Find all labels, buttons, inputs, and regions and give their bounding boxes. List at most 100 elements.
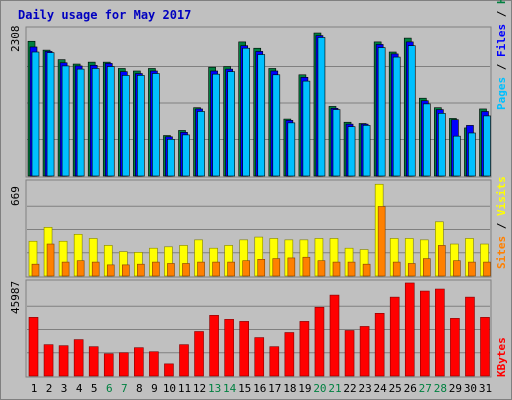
legend-pages-files-hits: Pages / Files / Hits: [495, 0, 508, 110]
bar-sites-day-26: [407, 263, 416, 277]
x-label-day-15: 15: [238, 382, 251, 395]
bar-sites-day-30: [468, 261, 476, 277]
bar-pages-day-13: [212, 73, 220, 177]
bar-pages-day-19: [302, 80, 311, 177]
x-label-day-29: 29: [449, 382, 462, 395]
bar-sites-day-12: [197, 261, 205, 277]
bar-sites-day-23: [362, 263, 371, 277]
x-label-day-27: 27: [419, 382, 432, 395]
bar-kbytes-day-1: [28, 317, 39, 377]
bar-sites-day-4: [76, 260, 85, 277]
x-label-day-3: 3: [61, 382, 68, 395]
x-label-day-9: 9: [151, 382, 158, 395]
legend-item-4: Hits: [495, 0, 508, 4]
y-max-label-top: 2308: [9, 26, 22, 53]
bar-pages-day-21: [332, 109, 341, 177]
x-label-day-22: 22: [343, 382, 356, 395]
bar-pages-day-2: [46, 52, 55, 177]
x-label-day-10: 10: [163, 382, 176, 395]
bar-pages-day-17: [272, 74, 281, 177]
legend-item-1: /: [495, 57, 508, 77]
legend-item-2: Visits: [495, 176, 508, 216]
x-label-day-2: 2: [46, 382, 53, 395]
bar-kbytes-day-16: [254, 337, 265, 377]
bar-sites-day-29: [453, 260, 461, 277]
bar-pages-day-26: [407, 45, 416, 177]
bar-kbytes-day-22: [344, 330, 355, 377]
bar-pages-day-28: [438, 113, 446, 177]
bar-sites-day-17: [272, 258, 281, 277]
bar-kbytes-day-14: [224, 319, 234, 377]
bar-kbytes-day-8: [134, 347, 144, 377]
bar-sites-day-19: [302, 256, 311, 277]
bar-sites-day-9: [152, 261, 160, 277]
bar-sites-day-22: [347, 261, 356, 277]
bar-sites-day-20: [317, 260, 326, 277]
bar-pages-day-9: [152, 73, 160, 177]
bar-sites-day-3: [61, 261, 70, 277]
x-label-day-31: 31: [479, 382, 492, 395]
bar-pages-day-7: [122, 75, 130, 177]
bar-pages-day-31: [483, 115, 491, 177]
legend-kbytes: KBytes: [495, 337, 508, 377]
bar-sites-day-27: [422, 258, 431, 277]
bar-sites-day-28: [438, 245, 446, 277]
bar-pages-day-18: [287, 122, 296, 177]
bar-kbytes-day-19: [299, 321, 310, 377]
x-label-day-17: 17: [268, 382, 281, 395]
bar-sites-day-2: [46, 243, 55, 277]
x-label-day-26: 26: [404, 382, 417, 395]
bar-pages-day-11: [182, 134, 190, 177]
bar-sites-day-1: [31, 263, 40, 277]
bar-kbytes-day-17: [269, 346, 280, 377]
legend-item-0: KBytes: [495, 337, 508, 377]
x-label-day-28: 28: [434, 382, 447, 395]
bar-sites-day-15: [242, 260, 250, 277]
bar-sites-day-24: [377, 206, 386, 277]
bar-pages-day-20: [317, 37, 326, 177]
x-label-day-19: 19: [298, 382, 311, 395]
bar-kbytes-day-12: [194, 331, 204, 377]
bar-sites-day-14: [227, 261, 235, 277]
bar-kbytes-day-31: [480, 317, 490, 377]
bar-kbytes-day-13: [209, 315, 219, 377]
x-label-day-24: 24: [374, 382, 388, 395]
bar-pages-day-27: [422, 103, 431, 177]
bar-kbytes-day-30: [465, 296, 475, 377]
bar-sites-day-25: [392, 261, 401, 277]
bar-pages-day-5: [91, 68, 100, 177]
bar-sites-day-13: [212, 261, 220, 277]
legend-item-0: Pages: [495, 77, 508, 110]
x-label-day-23: 23: [358, 382, 371, 395]
legend-item-2: Files: [495, 24, 508, 57]
bar-sites-day-5: [91, 261, 100, 277]
bar-sites-day-11: [182, 263, 190, 277]
bar-sites-day-18: [287, 257, 296, 277]
bars: [27, 32, 491, 377]
y-max-label-middle: 669: [9, 186, 22, 206]
bar-kbytes-day-5: [88, 346, 99, 377]
bar-pages-day-12: [197, 111, 205, 177]
y-max-label-bottom: 45987: [9, 281, 22, 314]
bar-sites-day-21: [332, 261, 341, 277]
x-label-day-12: 12: [193, 382, 206, 395]
bar-pages-day-10: [167, 139, 175, 177]
bar-kbytes-day-4: [73, 339, 84, 377]
bar-pages-day-24: [377, 47, 386, 177]
bar-pages-day-25: [392, 56, 401, 177]
bar-pages-day-8: [137, 75, 145, 177]
bar-kbytes-day-10: [164, 363, 174, 377]
bar-kbytes-day-20: [314, 306, 325, 377]
bar-kbytes-day-25: [389, 296, 400, 377]
bar-pages-day-30: [468, 132, 476, 177]
x-label-day-16: 16: [253, 382, 266, 395]
bar-pages-day-15: [242, 47, 250, 177]
bar-pages-day-29: [453, 135, 461, 177]
bar-kbytes-day-15: [239, 321, 249, 377]
x-label-day-4: 4: [76, 382, 83, 395]
bar-pages-day-4: [76, 68, 85, 177]
x-label-day-8: 8: [136, 382, 143, 395]
bar-sites-day-16: [257, 259, 266, 277]
x-label-day-6: 6: [106, 382, 113, 395]
bar-pages-day-23: [362, 125, 371, 177]
